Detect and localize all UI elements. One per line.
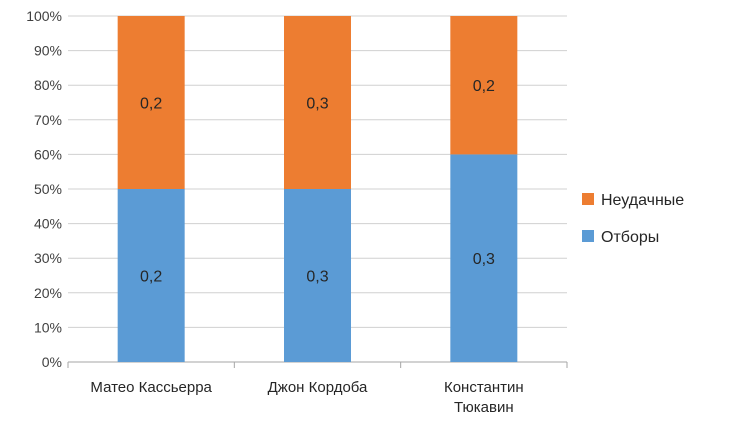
bar-segment <box>117 16 185 189</box>
x-tick-label: Джон Кордоба <box>268 379 368 396</box>
y-tick-label: 0% <box>42 354 62 370</box>
data-label: 0,3 <box>306 269 328 286</box>
y-axis-ticks: 0% 10% 20% 30% 40% 50% 60% 70% 80% 90% 100% <box>26 8 62 370</box>
bars <box>117 16 518 362</box>
legend-label: Отборы <box>601 229 659 246</box>
x-tick-label: Матео Кассьерра <box>90 379 212 396</box>
bar-segment <box>450 16 518 155</box>
y-tick-label: 10% <box>34 319 62 335</box>
bar-segment <box>284 16 351 189</box>
bar-segment <box>450 154 518 362</box>
data-label: 0,3 <box>306 96 328 113</box>
y-tick-label: 30% <box>34 250 62 266</box>
bar-segment <box>117 189 185 362</box>
x-axis-ticks: Матео Кассьерра Джон Кордоба Константин Тюк… <box>90 379 523 416</box>
legend-swatch <box>582 230 594 242</box>
data-label: 0,3 <box>473 251 495 268</box>
legend: Неудачные Отборы <box>582 192 684 246</box>
y-tick-label: 100% <box>26 8 62 24</box>
data-label: 0,2 <box>473 78 495 95</box>
y-tick-label: 50% <box>34 181 62 197</box>
y-tick-label: 60% <box>34 146 62 162</box>
bar-segment <box>284 189 351 362</box>
y-tick-label: 90% <box>34 43 62 59</box>
x-tick-label: Константин Тюкавин <box>444 379 524 416</box>
data-labels: 0,2 0,2 0,3 0,3 0,3 0,2 <box>140 78 495 285</box>
data-label: 0,2 <box>140 269 162 286</box>
legend-swatch <box>582 193 594 205</box>
y-tick-label: 80% <box>34 77 62 93</box>
y-tick-label: 40% <box>34 216 62 232</box>
data-label: 0,2 <box>140 96 162 113</box>
y-tick-label: 20% <box>34 285 62 301</box>
legend-label: Неудачные <box>601 192 684 209</box>
y-tick-label: 70% <box>34 112 62 128</box>
